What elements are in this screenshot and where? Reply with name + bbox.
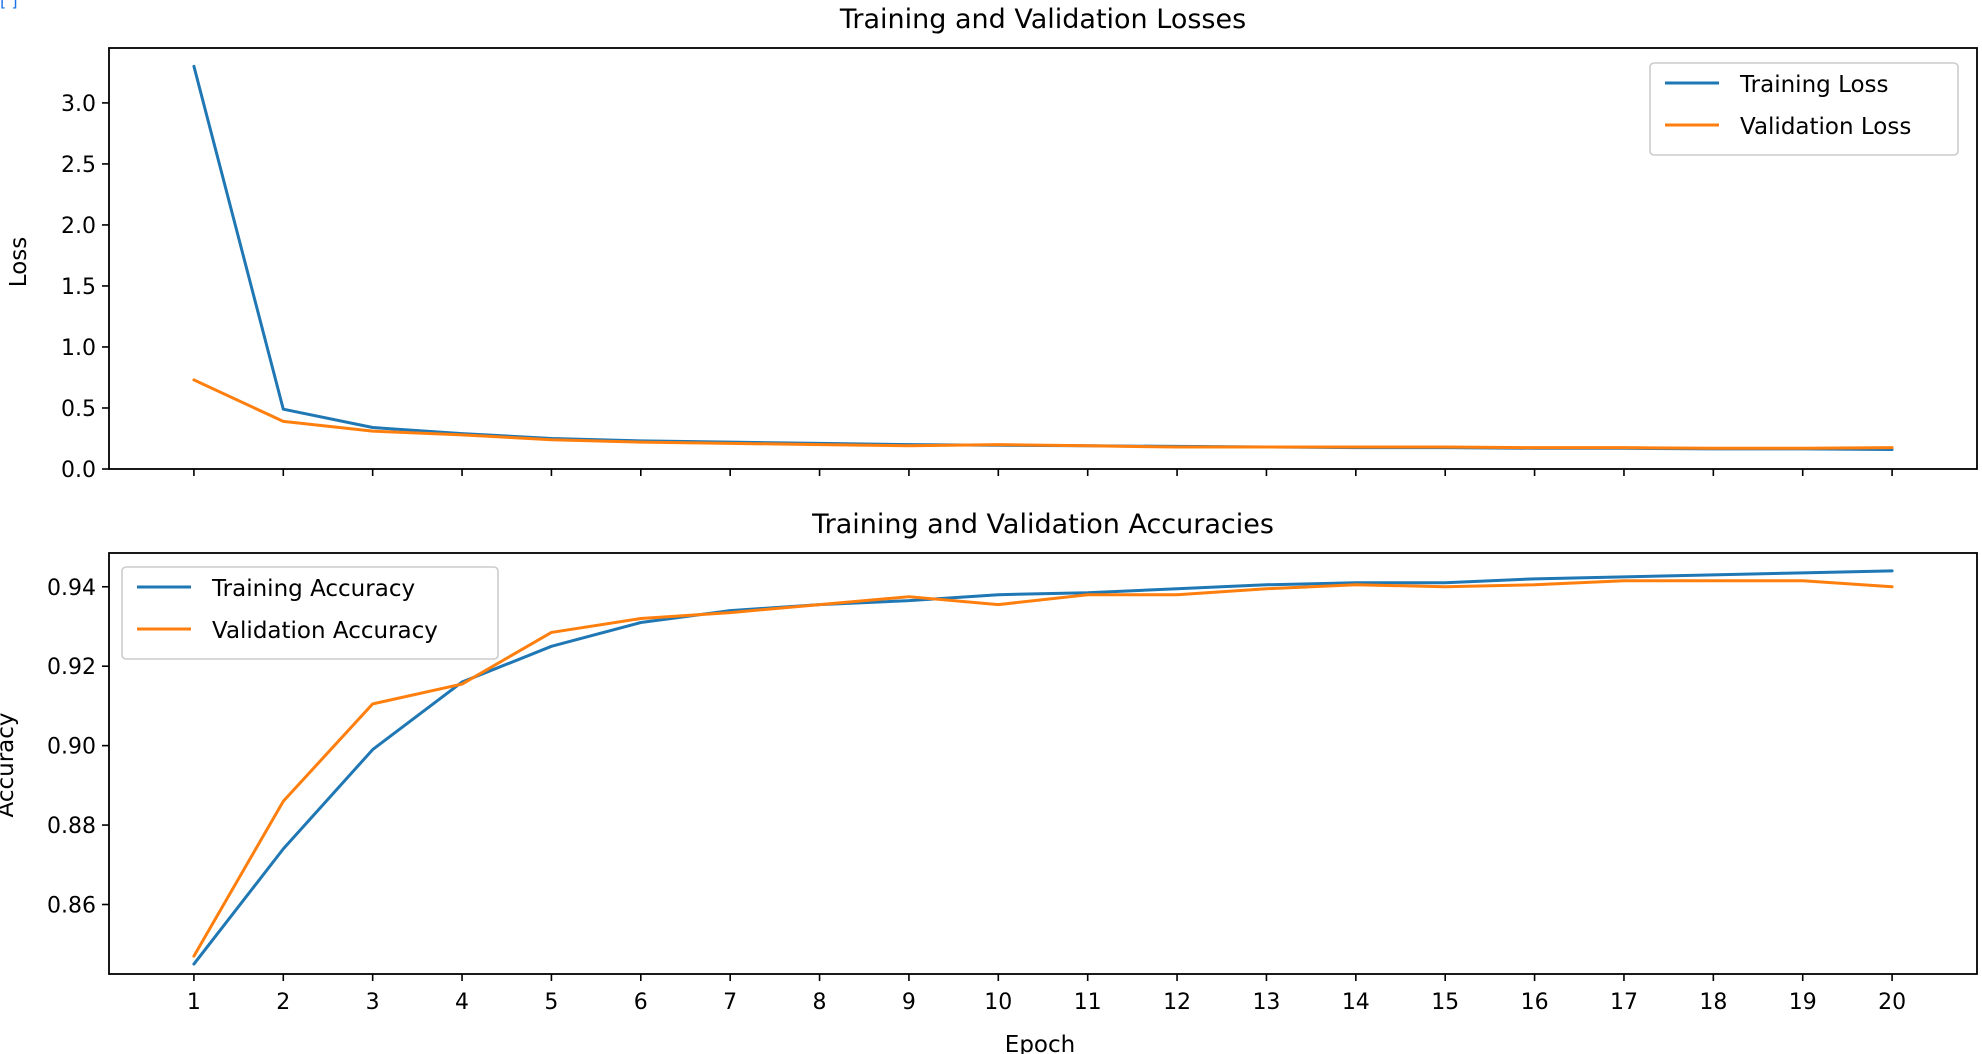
loss-y-tick-label: 0.0 bbox=[61, 458, 96, 483]
accuracy-y-tick-label: 0.88 bbox=[47, 814, 96, 839]
accuracy-lines bbox=[192, 569, 1894, 966]
loss-plot-frame bbox=[108, 47, 1978, 470]
loss-y-tick-label: 0.5 bbox=[61, 397, 96, 422]
accuracy-x-tick-label: 9 bbox=[902, 990, 916, 1015]
accuracy-y-tick-label: 0.90 bbox=[47, 735, 96, 760]
accuracy-plot-frame bbox=[108, 552, 1978, 975]
loss-y-axis-label: Loss bbox=[6, 237, 32, 287]
loss-y-tick-label: 1.5 bbox=[61, 275, 96, 300]
accuracy-y-axis-label: Accuracy bbox=[0, 712, 19, 817]
link-fragment[interactable]: [ ] bbox=[0, 0, 18, 10]
accuracy-x-tick-label: 3 bbox=[366, 990, 380, 1015]
accuracy-x-tick-label: 19 bbox=[1789, 990, 1817, 1015]
accuracy-subplot: Training and Validation Accuracies 0.860… bbox=[0, 509, 1978, 1054]
accuracy-chart-title: Training and Validation Accuracies bbox=[811, 509, 1274, 540]
x-axis-label-epoch: Epoch bbox=[1005, 1032, 1075, 1054]
accuracy-x-tick-label: 8 bbox=[813, 990, 827, 1015]
series-line-training-loss bbox=[192, 64, 1894, 451]
loss-y-tick-label: 2.5 bbox=[61, 153, 96, 178]
accuracy-y-ticks: 0.86 0.88 0.90 0.92 0.94 bbox=[47, 576, 109, 918]
loss-legend: Training Loss Validation Loss bbox=[1649, 62, 1959, 156]
accuracy-legend: Training Accuracy Validation Accuracy bbox=[121, 566, 499, 660]
loss-y-tick-label: 2.0 bbox=[61, 214, 96, 239]
accuracy-y-tick-label: 0.86 bbox=[47, 893, 96, 918]
accuracy-x-ticks: 1 2 3 4 5 6 7 8 9 10 11 12 13 14 15 16 17 18 19 20 bbox=[187, 974, 1906, 1015]
accuracy-x-tick-label: 11 bbox=[1074, 990, 1102, 1015]
legend-label-training-loss: Training Loss bbox=[1739, 72, 1889, 98]
accuracy-x-tick-label: 2 bbox=[276, 990, 290, 1015]
accuracy-x-tick-label: 10 bbox=[984, 990, 1012, 1015]
series-line-validation-accuracy bbox=[192, 579, 1894, 958]
accuracy-y-tick-label: 0.92 bbox=[47, 655, 96, 680]
accuracy-x-tick-label: 12 bbox=[1163, 990, 1191, 1015]
loss-chart-title: Training and Validation Losses bbox=[839, 4, 1246, 35]
accuracy-x-tick-label: 5 bbox=[544, 990, 558, 1015]
accuracy-x-tick-label: 13 bbox=[1252, 990, 1280, 1015]
loss-y-ticks: 0.0 0.5 1.0 1.5 2.0 2.5 3.0 bbox=[61, 92, 109, 483]
accuracy-x-tick-label: 14 bbox=[1342, 990, 1370, 1015]
accuracy-legend-box bbox=[121, 566, 499, 660]
accuracy-x-tick-label: 1 bbox=[187, 990, 201, 1015]
accuracy-x-tick-label: 4 bbox=[455, 990, 469, 1015]
accuracy-x-tick-label: 16 bbox=[1521, 990, 1549, 1015]
series-line-validation-loss bbox=[192, 378, 1894, 450]
legend-label-validation-loss: Validation Loss bbox=[1740, 114, 1911, 140]
accuracy-x-tick-label: 15 bbox=[1431, 990, 1459, 1015]
loss-legend-box bbox=[1649, 62, 1959, 156]
loss-lines bbox=[192, 64, 1894, 451]
accuracy-x-tick-label: 7 bbox=[723, 990, 737, 1015]
accuracy-y-tick-label: 0.94 bbox=[47, 576, 96, 601]
loss-x-ticks bbox=[193, 469, 1893, 476]
loss-y-tick-label: 3.0 bbox=[61, 92, 96, 117]
accuracy-x-tick-label: 6 bbox=[634, 990, 648, 1015]
accuracy-x-tick-label: 18 bbox=[1699, 990, 1727, 1015]
accuracy-x-tick-label: 17 bbox=[1610, 990, 1638, 1015]
accuracy-x-tick-label: 20 bbox=[1878, 990, 1906, 1015]
legend-label-validation-accuracy: Validation Accuracy bbox=[212, 618, 438, 644]
loss-y-tick-label: 1.0 bbox=[61, 336, 96, 361]
legend-label-training-accuracy: Training Accuracy bbox=[211, 576, 415, 602]
loss-subplot: Training and Validation Losses 0.0 0.5 1.0… bbox=[6, 4, 1978, 483]
